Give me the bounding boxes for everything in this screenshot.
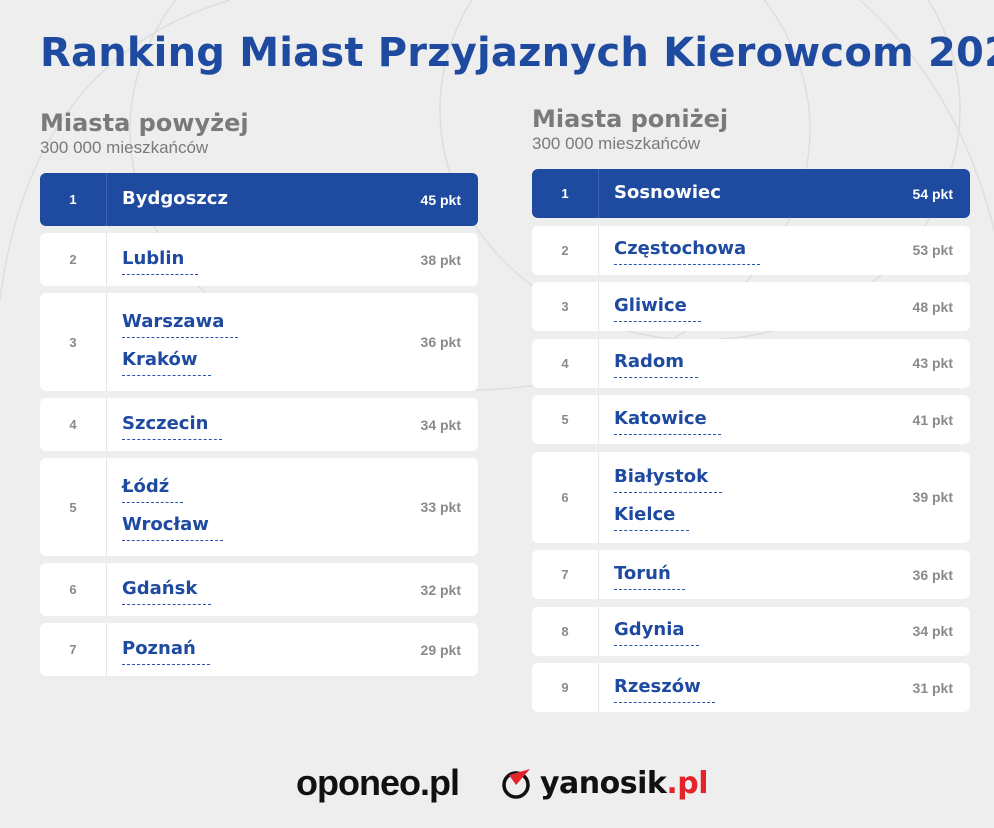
city-name[interactable]: Kielce <box>614 504 690 531</box>
city-list: Bydgoszcz <box>107 173 388 226</box>
section-subheading: 300 000 mieszkańców <box>532 134 701 153</box>
city-name[interactable]: Radom <box>614 351 699 378</box>
points-value: 53 pkt <box>912 242 953 258</box>
points-value: 33 pkt <box>420 499 461 515</box>
points-value: 39 pkt <box>912 489 953 505</box>
city-list: Rzeszów <box>599 663 880 712</box>
rank-number: 2 <box>40 233 107 286</box>
ranking-column-large-cities: Miasta powyżej 300 000 mieszkańców 1 Bydg… <box>40 108 478 676</box>
ranking-row: 3 Gliwice 48 pkt <box>532 282 970 331</box>
points-value: 34 pkt <box>420 416 461 433</box>
ranking-row: 1 Bydgoszcz 45 pkt <box>40 173 478 226</box>
rank-number: 1 <box>40 173 107 226</box>
rank-number: 7 <box>40 623 107 676</box>
rank-number: 7 <box>532 550 599 599</box>
points-value: 38 pkt <box>420 251 461 268</box>
city-list: Lublin <box>107 233 388 286</box>
ranking-row: 7 Toruń 36 pkt <box>532 550 970 599</box>
page-title: Ranking Miast Przyjaznych Kierowcom 2025 <box>40 30 994 76</box>
city-name[interactable]: Poznań <box>122 638 210 665</box>
ranking-list: 1 Bydgoszcz 45 pkt 2 Lublin 38 pkt 3 Warszawa Kr… <box>40 173 478 676</box>
yanosik-logo-wordmark: yanosik.pl <box>540 766 709 801</box>
ranking-column-small-cities: Miasta poniżej 300 000 mieszkańców 1 Sosn… <box>532 104 970 712</box>
points-value: 43 pkt <box>912 355 953 371</box>
city-list: Szczecin <box>107 398 388 451</box>
points-value: 48 pkt <box>912 298 953 315</box>
ranking-list: 1 Sosnowiec 54 pkt 2 Częstochowa 53 pkt 3 Gliwi… <box>532 169 970 712</box>
points-value: 36 pkt <box>912 566 953 583</box>
yanosik-logo: yanosik.pl <box>500 766 709 801</box>
city-name[interactable]: Białystok <box>614 466 723 493</box>
city-list: Łódź Wrocław <box>107 458 388 556</box>
city-list: Gliwice <box>599 282 880 331</box>
ranking-row: 8 Gdynia 34 pkt <box>532 606 970 656</box>
city-name[interactable]: Toruń <box>614 563 685 590</box>
points-value: 32 pkt <box>420 581 461 598</box>
ranking-row: 1 Sosnowiec 54 pkt <box>532 169 970 218</box>
city-list: Sosnowiec <box>599 169 880 218</box>
oponeo-logo: oponeo.pl <box>296 762 460 803</box>
ranking-row: 5 Katowice 41 pkt <box>532 395 970 444</box>
ranking-row: 4 Radom 43 pkt <box>532 338 970 388</box>
rank-number: 8 <box>532 606 599 656</box>
rank-number: 3 <box>40 293 107 391</box>
ranking-row: 7 Poznań 29 pkt <box>40 623 478 676</box>
section-heading: Miasta powyżej <box>40 109 249 137</box>
city-list: Częstochowa <box>599 226 880 275</box>
city-name[interactable]: Kraków <box>122 349 213 376</box>
ranking-row: 3 Warszawa Kraków 36 pkt <box>40 293 478 391</box>
points-value: 34 pkt <box>912 623 953 639</box>
ranking-row: 9 Rzeszów 31 pkt <box>532 663 970 712</box>
city-list: Radom <box>599 339 880 388</box>
city-list: Białystok Kielce <box>599 452 880 543</box>
city-list: Gdańsk <box>107 563 388 616</box>
points-value: 36 pkt <box>420 334 461 350</box>
city-list: Toruń <box>599 550 880 599</box>
points-value: 41 pkt <box>912 411 953 428</box>
ranking-row: 5 Łódź Wrocław 33 pkt <box>40 458 478 556</box>
rank-number: 1 <box>532 169 599 218</box>
yanosik-logo-icon <box>502 768 530 799</box>
ranking-row: 2 Częstochowa 53 pkt <box>532 225 970 275</box>
rank-number: 6 <box>40 563 107 616</box>
section-heading: Miasta poniżej <box>532 105 729 133</box>
city-name[interactable]: Gdynia <box>614 619 698 646</box>
rank-number: 4 <box>40 398 107 451</box>
points-value: 45 pkt <box>420 191 461 208</box>
city-list: Katowice <box>599 395 880 444</box>
ranking-row: 6 Gdańsk 32 pkt <box>40 563 478 616</box>
city-name: Sosnowiec <box>614 181 721 203</box>
rank-number: 3 <box>532 282 599 331</box>
rank-number: 4 <box>532 338 599 388</box>
ranking-row: 4 Szczecin 34 pkt <box>40 398 478 451</box>
points-value: 31 pkt <box>912 679 953 696</box>
rank-number: 5 <box>532 395 599 444</box>
city-name[interactable]: Szczecin <box>122 413 223 440</box>
city-list: Warszawa Kraków <box>107 293 388 391</box>
city-name[interactable]: Wrocław <box>122 514 223 541</box>
rank-number: 2 <box>532 225 599 275</box>
city-name[interactable]: Gdańsk <box>122 578 212 605</box>
city-name: Bydgoszcz <box>122 187 228 209</box>
rank-number: 9 <box>532 663 599 712</box>
points-value: 54 pkt <box>912 185 953 202</box>
ranking-row: 2 Lublin 38 pkt <box>40 233 478 286</box>
city-name[interactable]: Katowice <box>614 408 721 435</box>
city-list: Poznań <box>107 623 388 676</box>
rank-number: 6 <box>532 451 599 543</box>
section-subheading: 300 000 mieszkańców <box>40 138 209 157</box>
city-name[interactable]: Gliwice <box>614 295 701 322</box>
city-name[interactable]: Łódź <box>122 476 184 503</box>
city-name[interactable]: Rzeszów <box>614 676 715 703</box>
city-list: Gdynia <box>599 607 880 656</box>
rank-number: 5 <box>40 458 107 556</box>
city-name[interactable]: Lublin <box>122 248 199 275</box>
points-value: 29 pkt <box>420 641 461 658</box>
city-name[interactable]: Częstochowa <box>614 238 761 265</box>
city-name[interactable]: Warszawa <box>122 311 239 338</box>
ranking-row: 6 Białystok Kielce 39 pkt <box>532 451 970 543</box>
